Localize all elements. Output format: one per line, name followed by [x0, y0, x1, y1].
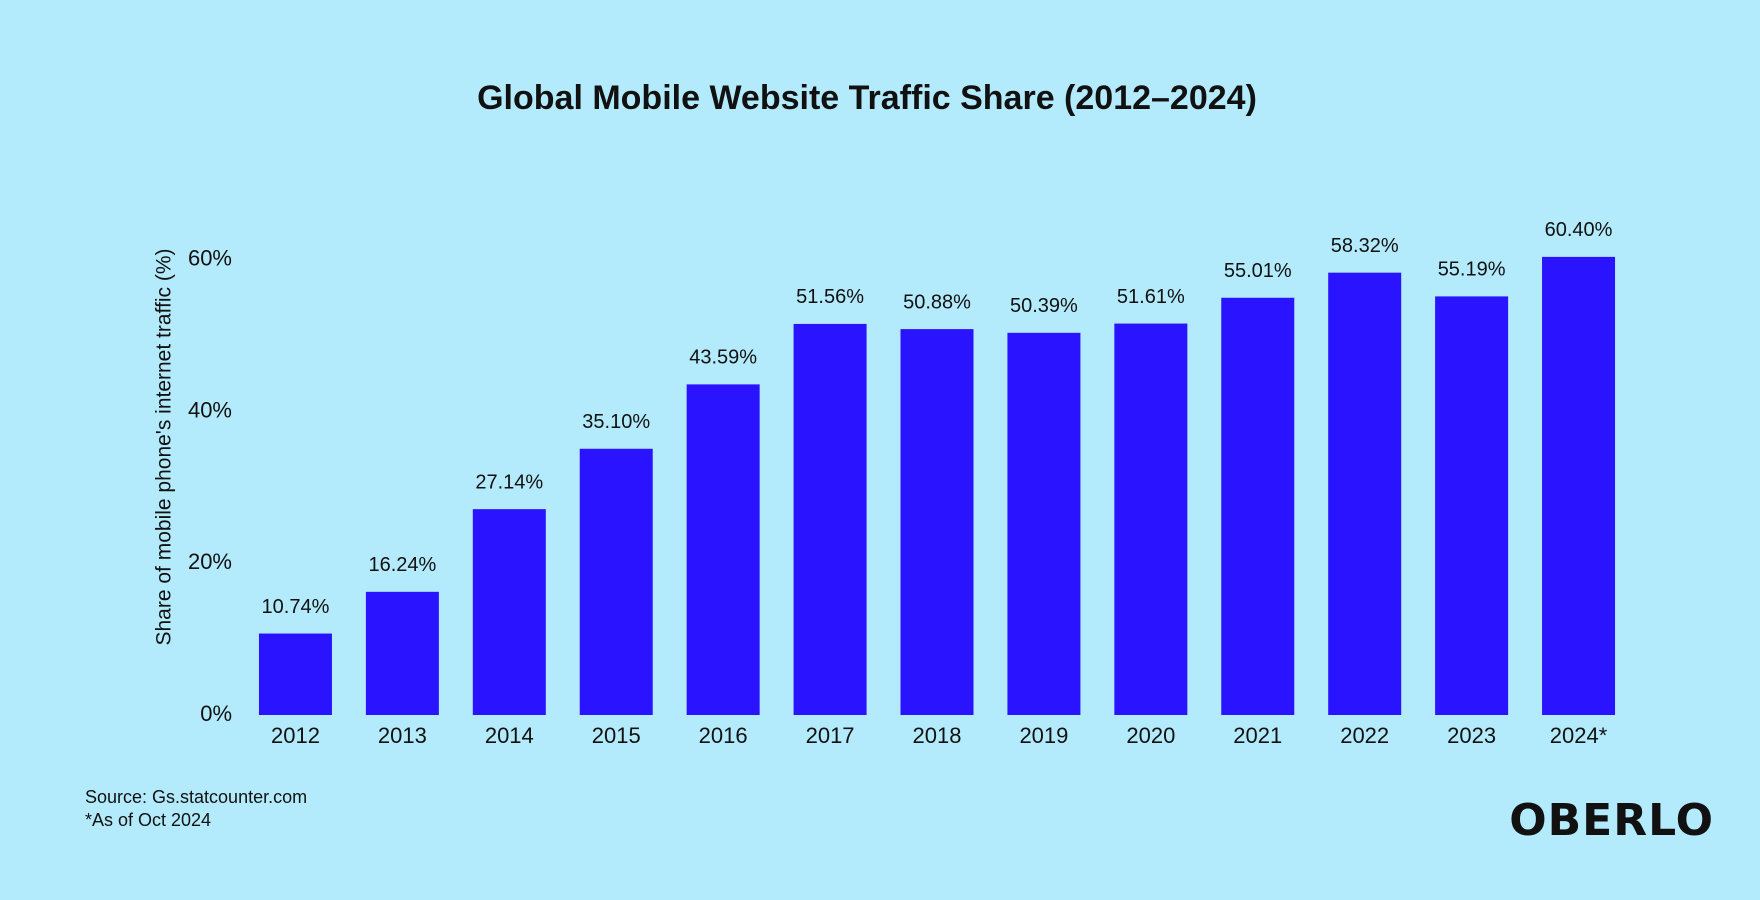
value-label: 10.74% — [262, 596, 330, 618]
y-tick-label: 0% — [200, 701, 232, 726]
value-label: 16.24% — [368, 554, 436, 576]
bar — [1007, 332, 1081, 715]
y-tick-label: 20% — [188, 549, 232, 574]
bar — [1542, 256, 1616, 715]
footnote: *As of Oct 2024 — [85, 810, 211, 830]
x-tick-label: 2012 — [271, 723, 320, 748]
y-axis-title: Share of mobile phone's internet traffic… — [153, 249, 176, 646]
bar — [1221, 297, 1295, 715]
value-label: 51.56% — [796, 286, 864, 308]
bar — [1114, 323, 1188, 715]
x-tick-label: 2021 — [1233, 723, 1282, 748]
x-tick-label: 2016 — [699, 723, 748, 748]
source: Source: Gs.statcounter.com — [85, 787, 307, 807]
value-label: 51.61% — [1117, 286, 1185, 308]
x-tick-label: 2013 — [378, 723, 427, 748]
value-label: 50.88% — [903, 291, 971, 313]
bar — [472, 509, 546, 715]
x-tick-label: 2014 — [485, 723, 534, 748]
bar — [579, 448, 653, 715]
value-label: 27.14% — [475, 471, 543, 493]
value-label: 55.19% — [1438, 259, 1506, 281]
value-label: 43.59% — [689, 347, 757, 369]
x-tick-label: 2018 — [913, 723, 962, 748]
x-tick-label: 2023 — [1447, 723, 1496, 748]
logo: OBERLO — [1509, 795, 1714, 846]
x-tick-label: 2017 — [806, 723, 855, 748]
x-tick-label: 2020 — [1126, 723, 1175, 748]
bar — [258, 633, 332, 715]
bar — [365, 591, 439, 715]
bar — [1435, 296, 1509, 715]
value-label: 58.32% — [1331, 235, 1399, 257]
value-label: 60.40% — [1545, 219, 1613, 241]
bar — [686, 384, 760, 715]
chart-title: Global Mobile Website Traffic Share (201… — [477, 79, 1257, 117]
value-label: 50.39% — [1010, 295, 1078, 317]
value-label: 35.10% — [582, 411, 650, 433]
y-tick-label: 60% — [188, 246, 232, 271]
x-tick-label: 2024* — [1550, 723, 1608, 748]
bar — [793, 323, 867, 715]
y-tick-label: 40% — [188, 397, 232, 422]
value-label: 55.01% — [1224, 260, 1292, 282]
bar — [900, 329, 974, 715]
bar — [1328, 272, 1402, 715]
x-tick-label: 2019 — [1019, 723, 1068, 748]
x-tick-label: 2022 — [1340, 723, 1389, 748]
x-tick-label: 2015 — [592, 723, 641, 748]
